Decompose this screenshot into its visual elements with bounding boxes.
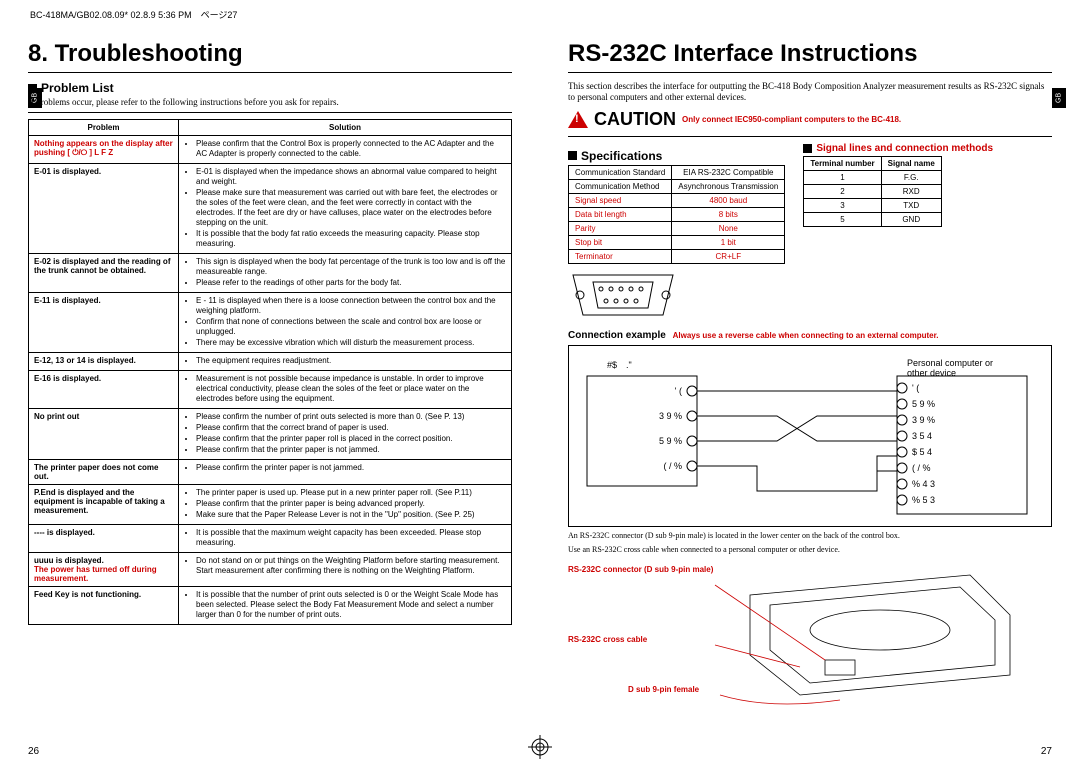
connector-note-2: Use an RS-232C cross cable when connecte… (568, 545, 1052, 555)
sig-header: Signal name (881, 156, 941, 170)
svg-text:% 5 3: % 5 3 (912, 495, 935, 505)
problem-cell: E-11 is displayed. (29, 292, 179, 352)
svg-text:( / %: ( / % (912, 463, 931, 473)
connection-example-head: Connection example Always use a reverse … (568, 330, 1052, 341)
solution-cell: The printer paper is used up. Please put… (179, 484, 512, 524)
solution-cell: It is possible that the number of print … (179, 586, 512, 624)
rs232-intro: This section describes the interface for… (568, 81, 1052, 103)
spec-table: Communication StandardEIA RS-232C Compat… (568, 165, 785, 264)
svg-text:3 9 %: 3 9 % (659, 411, 682, 421)
sig-header: Terminal number (804, 156, 881, 170)
section-signal-lines: Signal lines and connection methods (803, 143, 1052, 154)
spec-cell: Signal speed (569, 193, 672, 207)
problem-cell: No print out (29, 408, 179, 459)
svg-text:( / %: ( / % (663, 461, 682, 471)
spec-cell: CR+LF (672, 249, 785, 263)
spec-cell: 4800 baud (672, 193, 785, 207)
solution-cell: This sign is displayed when the body fat… (179, 253, 512, 292)
caution-note: Only connect IEC950-compliant computers … (682, 115, 901, 124)
solution-cell: It is possible that the maximum weight c… (179, 524, 512, 552)
wiring-left-label: #$ ." (607, 360, 632, 370)
problem-cell: Feed Key is not functioning. (29, 586, 179, 624)
wiring-diagram: #$ ." Personal computer or other device … (568, 345, 1052, 527)
caution-row: CAUTION Only connect IEC950-compliant co… (568, 109, 1052, 130)
sig-cell: 2 (804, 184, 881, 198)
sig-cell: GND (881, 212, 941, 226)
svg-text:' (: ' ( (912, 383, 919, 393)
device-illustration: RS-232C connector (D sub 9-pin male) RS-… (568, 565, 1052, 725)
wiring-right-label: Personal computer or (907, 358, 993, 368)
spec-cell: None (672, 221, 785, 235)
spec-cell: 8 bits (672, 207, 785, 221)
label-cross-cable: RS-232C cross cable (568, 635, 647, 644)
svg-text:5 9 %: 5 9 % (659, 436, 682, 446)
spec-cell: Stop bit (569, 235, 672, 249)
spec-cell: Communication Standard (569, 165, 672, 179)
sig-cell: 1 (804, 170, 881, 184)
spec-cell: Terminator (569, 249, 672, 263)
section-label: Problem List (41, 81, 114, 95)
solution-cell: E - 11 is displayed when there is a loos… (179, 292, 512, 352)
problem-cell: E-02 is displayed and the reading of the… (29, 253, 179, 292)
problem-cell: E-16 is displayed. (29, 370, 179, 408)
spec-cell: Communication Method (569, 179, 672, 193)
solution-cell: Measurement is not possible because impe… (179, 370, 512, 408)
solution-cell: The equipment requires readjustment. (179, 352, 512, 370)
svg-text:3 5 4: 3 5 4 (912, 431, 932, 441)
problem-cell: P.End is displayed and the equipment is … (29, 484, 179, 524)
problem-cell: The printer paper does not come out. (29, 459, 179, 484)
problem-cell: ---- is displayed. (29, 524, 179, 552)
problem-intro: If problems occur, please refer to the f… (28, 97, 512, 108)
spec-cell: Asynchronous Transmission (672, 179, 785, 193)
sig-cell: TXD (881, 198, 941, 212)
solution-cell: Please confirm the number of print outs … (179, 408, 512, 459)
spec-cell: Data bit length (569, 207, 672, 221)
label-connector: RS-232C connector (D sub 9-pin male) (568, 565, 713, 574)
solution-cell: Please confirm that the Control Box is p… (179, 135, 512, 163)
label-female: D sub 9-pin female (628, 685, 699, 694)
page-27: RS-232C Interface Instructions This sect… (540, 30, 1080, 763)
warning-icon (568, 111, 588, 128)
sig-cell: 3 (804, 198, 881, 212)
page-26: 8. Troubleshooting Problem List If probl… (0, 30, 540, 763)
section-problem-list: Problem List (28, 81, 512, 95)
db9-connector-icon (568, 270, 678, 320)
solution-cell: Please confirm the printer paper is not … (179, 459, 512, 484)
svg-text:5 9 %: 5 9 % (912, 399, 935, 409)
svg-text:$ 5 4: $ 5 4 (912, 447, 932, 457)
section-specifications: Specifications (568, 149, 785, 163)
print-header: BC-418MA/GB02.08.09* 02.8.9 5:36 PM ページ2… (30, 8, 237, 21)
th-problem: Problem (29, 119, 179, 135)
title-troubleshooting: 8. Troubleshooting (28, 40, 512, 68)
sig-cell: RXD (881, 184, 941, 198)
problem-cell: E-12, 13 or 14 is displayed. (29, 352, 179, 370)
th-solution: Solution (179, 119, 512, 135)
svg-text:3 9 %: 3 9 % (912, 415, 935, 425)
connector-note-1: An RS-232C connector (D sub 9-pin male) … (568, 531, 1052, 541)
svg-text:' (: ' ( (675, 386, 682, 396)
svg-text:% 4 3: % 4 3 (912, 479, 935, 489)
solution-cell: E-01 is displayed when the impedance sho… (179, 163, 512, 253)
sig-cell: 5 (804, 212, 881, 226)
page-number-right: 27 (1041, 746, 1052, 757)
registration-mark-icon (528, 735, 552, 759)
solution-cell: Do not stand on or put things on the Wei… (179, 552, 512, 586)
spec-cell: Parity (569, 221, 672, 235)
sig-cell: F.G. (881, 170, 941, 184)
problem-cell: E-01 is displayed. (29, 163, 179, 253)
spec-cell: EIA RS-232C Compatible (672, 165, 785, 179)
page-number-left: 26 (28, 746, 39, 757)
problem-cell: uuuu is displayed.The power has turned o… (29, 552, 179, 586)
signal-table: Terminal numberSignal name1F.G.2RXD3TXD5… (803, 156, 941, 227)
title-rs232c: RS-232C Interface Instructions (568, 40, 1052, 68)
problem-cell: Nothing appears on the display after pus… (29, 135, 179, 163)
spec-cell: 1 bit (672, 235, 785, 249)
problem-table: Problem Solution Nothing appears on the … (28, 119, 512, 625)
caution-label: CAUTION (594, 109, 676, 130)
